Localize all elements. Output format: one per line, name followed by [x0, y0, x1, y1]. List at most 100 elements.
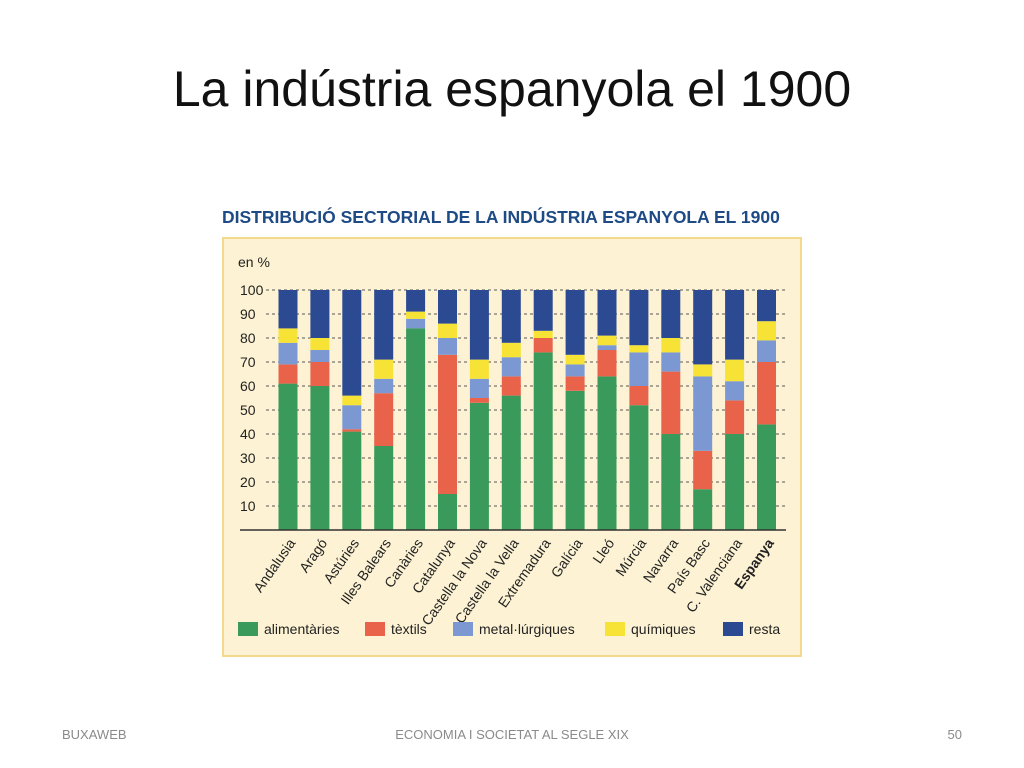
bar-segment — [406, 290, 426, 312]
legend-item-metallurgiques: metal·lúrgiques — [453, 621, 575, 637]
bar-segment — [310, 338, 330, 350]
bar-segment — [533, 330, 553, 338]
bar-segment — [533, 352, 553, 530]
y-tick-label: 80 — [240, 330, 256, 346]
bar-segment — [693, 364, 713, 377]
bar-segment — [310, 350, 330, 362]
bar-segment — [406, 328, 426, 530]
bar-segment — [629, 290, 649, 346]
bar-segment — [661, 290, 681, 338]
bar-segment — [597, 290, 617, 336]
bars — [278, 290, 776, 530]
bar-segment — [438, 290, 457, 324]
y-tick-label: 70 — [240, 354, 256, 370]
bar-segment — [725, 381, 745, 401]
bar-segment — [693, 450, 713, 490]
bar-segment — [597, 345, 617, 350]
y-tick-label: 40 — [240, 426, 256, 442]
bar-segment — [501, 395, 521, 530]
bar-segment — [374, 359, 394, 379]
bar-segment — [565, 364, 585, 377]
bar-segment — [725, 434, 745, 530]
bar-segment — [501, 290, 521, 343]
bar-segment — [342, 395, 362, 406]
bar-segment — [501, 342, 521, 358]
bar-segment — [501, 376, 521, 396]
bar-segment — [757, 362, 776, 425]
bar-segment — [533, 290, 553, 331]
bar-segment — [469, 398, 489, 403]
bar-segment — [406, 311, 426, 319]
x-tick-label: Andalusia — [250, 535, 298, 595]
bar-segment — [693, 489, 713, 530]
bar-segment — [278, 342, 298, 365]
bar-segment — [565, 376, 585, 391]
bar-segment — [438, 354, 457, 494]
legend-label: metal·lúrgiques — [479, 621, 575, 637]
y-tick-label: 90 — [240, 306, 256, 322]
y-tick-label: 30 — [240, 450, 256, 466]
y-axis-label: en % — [238, 254, 270, 270]
bar-segment — [438, 494, 457, 530]
bar-segment — [597, 335, 617, 346]
chart-figure: DISTRIBUCIÓ SECTORIAL DE LA INDÚSTRIA ES… — [220, 200, 805, 660]
bar-segment — [469, 378, 489, 398]
bar-segment — [342, 431, 362, 530]
bar-segment — [374, 290, 394, 360]
bar-segment — [725, 400, 745, 434]
bar-segment — [693, 290, 713, 365]
chart-legend: alimentàries tèxtils metal·lúrgiques quí… — [238, 621, 798, 643]
bar-segment — [469, 402, 489, 530]
bar-segment — [342, 429, 362, 432]
x-tick-label: Galícia — [547, 535, 585, 580]
bar-segment — [438, 338, 457, 355]
x-tick-label: Lleó — [589, 535, 617, 566]
y-tick-label: 60 — [240, 378, 256, 394]
y-tick-label: 10 — [240, 498, 256, 514]
bar-segment — [597, 350, 617, 377]
bar-segment — [342, 405, 362, 430]
bar-segment — [565, 354, 585, 365]
bar-segment — [757, 321, 776, 341]
bar-segment — [278, 383, 298, 530]
chart-title: DISTRIBUCIÓ SECTORIAL DE LA INDÚSTRIA ES… — [222, 207, 780, 227]
legend-label: tèxtils — [391, 621, 427, 637]
legend-label: resta — [749, 621, 781, 637]
bar-segment — [278, 290, 298, 329]
bar-segment — [501, 357, 521, 377]
footer-author: BUXAWEB — [62, 727, 127, 742]
slide-number: 50 — [947, 727, 962, 742]
bar-segment — [469, 359, 489, 379]
bar-segment — [629, 405, 649, 530]
bar-segment — [469, 290, 489, 360]
bar-segment — [342, 290, 362, 396]
stacked-bar-chart: en % 10 20 30 40 50 60 70 80 90 100 AndalusiaArag… — [238, 254, 786, 628]
bar-segment — [374, 446, 394, 530]
y-tick-label: 20 — [240, 474, 256, 490]
bar-segment — [661, 338, 681, 353]
legend-label: químiques — [631, 621, 696, 637]
legend-item-alimentaries: alimentàries — [238, 621, 339, 637]
bar-segment — [725, 359, 745, 382]
bar-segment — [565, 390, 585, 530]
bar-segment — [757, 290, 776, 322]
bar-segment — [757, 340, 776, 362]
y-tick-label: 50 — [240, 402, 256, 418]
bar-segment — [693, 376, 713, 451]
bar-segment — [438, 323, 457, 338]
legend-label: alimentàries — [264, 621, 340, 637]
footer-course-title: ECONOMIA I SOCIETAT AL SEGLE XIX — [395, 727, 629, 742]
legend-swatch — [453, 622, 473, 636]
bar-segment — [565, 290, 585, 355]
bar-segment — [597, 376, 617, 530]
bar-segment — [629, 345, 649, 353]
bar-segment — [310, 290, 330, 338]
y-tick-labels: 10 20 30 40 50 60 70 80 90 100 — [240, 282, 264, 514]
bar-segment — [374, 378, 394, 394]
bar-segment — [725, 290, 745, 360]
legend-item-resta: resta — [723, 621, 780, 637]
slide-title: La indústria espanyola el 1900 — [172, 61, 852, 117]
bar-segment — [661, 434, 681, 530]
bar-segment — [661, 352, 681, 372]
